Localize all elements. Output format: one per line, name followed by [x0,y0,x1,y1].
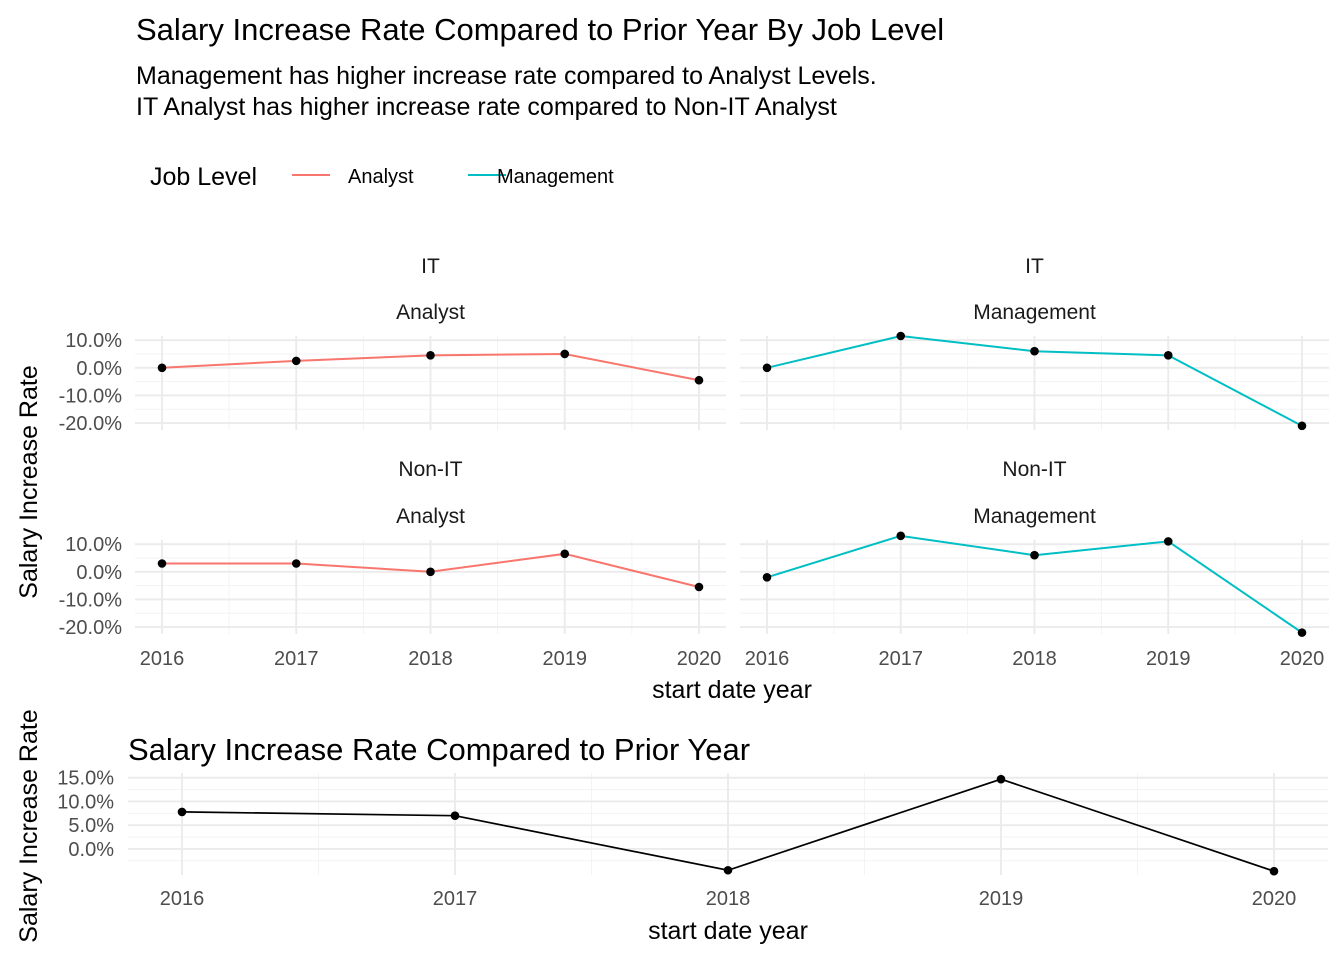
facet-strip-job-level: Management [973,301,1096,324]
facet-strip-department: IT [421,255,440,278]
facet-x-axis-title: start date year [652,676,812,704]
x-tick-label: 2016 [745,648,790,670]
data-point [1030,550,1039,560]
data-point [762,363,772,373]
data-point [450,811,460,820]
x-tick-label: 2020 [1280,648,1325,670]
data-point [694,375,704,385]
x-tick-label: 2016 [160,888,205,910]
x-tick-label: 2020 [677,648,722,670]
data-point [762,573,772,582]
y-tick-label: -20.0% [59,413,123,435]
facet-panel-1: IT Analyst 10.0% 0.0% -10.0% -20.0% [59,255,726,435]
data-point [1163,537,1173,546]
data-point [426,351,435,360]
x-tick-label: 2018 [408,648,453,670]
data-point [1030,346,1039,356]
x-tick-label: 2017 [433,888,478,910]
chart-title: Salary Increase Rate Compared to Prior Y… [136,12,944,47]
chart-subtitle-line-1: Management has higher increase rate comp… [136,62,877,90]
bottom-y-axis-title: Salary Increase Rate [15,709,43,942]
legend-label-management: Management [497,166,614,188]
y-tick-label: -10.0% [59,385,123,407]
facet-strip-job-level: Analyst [396,301,465,324]
data-point [177,807,187,817]
data-point [157,559,167,568]
data-point [896,331,906,341]
facet-panel-2: IT Management [740,255,1329,431]
y-tick-label: 0.0% [68,839,114,861]
facet-panel-4: Non-IT Management 2016 2017 2018 2019 2020 [740,458,1329,670]
bottom-x-axis-title: start date year [648,917,808,945]
data-point [157,363,167,373]
data-point [291,559,301,568]
x-tick-label: 2019 [1146,648,1191,670]
data-point [291,356,301,366]
data-point [560,549,570,559]
y-tick-label: -20.0% [59,617,123,639]
data-point [1297,628,1307,637]
y-tick-label: -10.0% [59,589,123,611]
legend-label-analyst: Analyst [348,166,414,188]
y-tick-label: 10.0% [57,791,114,813]
y-tick-label: 5.0% [68,815,114,837]
x-tick-label: 2016 [140,648,185,670]
y-tick-label: 0.0% [76,562,122,584]
x-tick-label: 2017 [879,648,924,670]
bottom-chart-title: Salary Increase Rate Compared to Prior Y… [128,732,750,767]
legend: Job Level Analyst Management [150,163,614,191]
x-tick-label: 2018 [706,888,751,910]
facet-panel-3: Non-IT Analyst 10.0% 0.0% -10.0% -20.0% 2016 20… [59,458,726,670]
data-point [1269,866,1279,876]
x-tick-label: 2019 [979,888,1024,910]
overall-line-chart: 15.0%10.0%5.0%0.0% 2016 2017 2018 2019 2020 [57,768,1328,910]
data-point [1163,351,1173,360]
faceted-line-chart: IT Analyst 10.0% 0.0% -10.0% -20.0% IT Manageme… [59,255,1329,670]
data-point [560,349,570,359]
x-tick-label: 2019 [543,648,588,670]
data-point [996,774,1006,784]
x-tick-label: 2018 [1012,648,1057,670]
chart-subtitle-line-2: IT Analyst has higher increase rate comp… [136,93,837,121]
facet-strip-job-level: Management [973,505,1096,528]
facet-strip-department: Non-IT [1002,458,1066,481]
facet-y-axis-title: Salary Increase Rate [15,365,43,598]
data-point [723,865,733,875]
y-tick-label: 10.0% [65,534,122,556]
legend-title: Job Level [150,163,257,191]
data-point [1297,421,1307,431]
data-point [896,531,906,541]
facet-strip-department: IT [1025,255,1044,278]
y-tick-label: 0.0% [76,358,122,380]
data-point [426,567,435,577]
y-tick-label: 10.0% [65,330,122,352]
x-tick-label: 2020 [1252,888,1297,910]
facet-strip-job-level: Analyst [396,505,465,528]
data-point [694,582,704,592]
x-tick-label: 2017 [274,648,319,670]
facet-strip-department: Non-IT [398,458,462,481]
y-tick-label: 15.0% [57,768,114,790]
